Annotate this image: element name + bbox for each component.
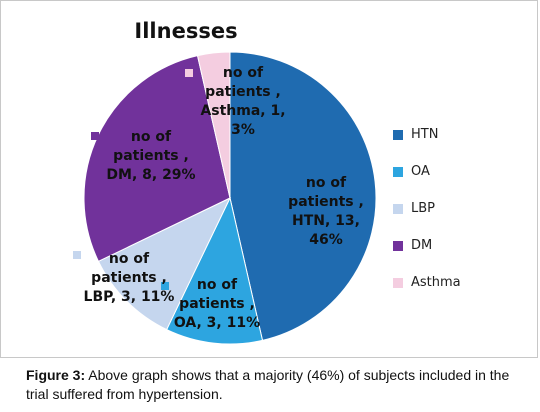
slice-label-htn: no of patients , HTN, 13, 46% xyxy=(288,175,364,248)
slice-label-dm: no of patients , DM, 8, 29% xyxy=(106,129,195,183)
legend-label: OA xyxy=(411,164,430,179)
legend-label: LBP xyxy=(411,201,436,216)
label-marker-dm xyxy=(91,132,99,140)
legend-item-htn: HTN xyxy=(393,125,533,144)
legend-swatch xyxy=(393,277,403,288)
figure-caption: Figure 3: Above graph shows that a major… xyxy=(26,366,526,404)
slice-label-asthma: no of patients , Asthma, 1, 3% xyxy=(200,65,285,138)
legend-item-lbp: LBP xyxy=(393,199,533,218)
legend-item-dm: DM xyxy=(393,236,533,255)
pie-slice-htn xyxy=(229,51,377,341)
chart-frame: Illnesses no of patients , HTN, 13, 46% no o… xyxy=(0,0,538,358)
label-marker-asthma xyxy=(185,69,193,77)
pie-chart: no of patients , HTN, 13, 46%no of patients … xyxy=(73,51,377,345)
caption-text: Above graph shows that a majority (46%) … xyxy=(26,367,510,402)
legend: HTN OA LBP DM Asthma xyxy=(393,125,533,310)
slice-label-lbp: no of patients , LBP, 3, 11% xyxy=(84,251,175,305)
legend-label: HTN xyxy=(411,127,439,142)
slice-label-oa: no of patients , OA, 3, 11% xyxy=(174,277,260,331)
legend-swatch xyxy=(393,129,403,140)
legend-label: Asthma xyxy=(411,275,461,290)
pie-slice-oa xyxy=(165,196,264,345)
chart-title: Illnesses xyxy=(134,19,238,43)
label-marker-lbp xyxy=(73,251,81,259)
pie-slice-asthma xyxy=(196,51,231,199)
pie-slice-lbp xyxy=(97,196,232,331)
legend-swatch xyxy=(393,240,403,251)
legend-swatch xyxy=(393,203,403,214)
legend-item-asthma: Asthma xyxy=(393,273,533,292)
caption-label: Figure 3: xyxy=(26,367,86,383)
legend-label: DM xyxy=(411,238,433,253)
legend-swatch xyxy=(393,166,403,177)
legend-item-oa: OA xyxy=(393,162,533,181)
label-marker-oa xyxy=(161,282,169,290)
